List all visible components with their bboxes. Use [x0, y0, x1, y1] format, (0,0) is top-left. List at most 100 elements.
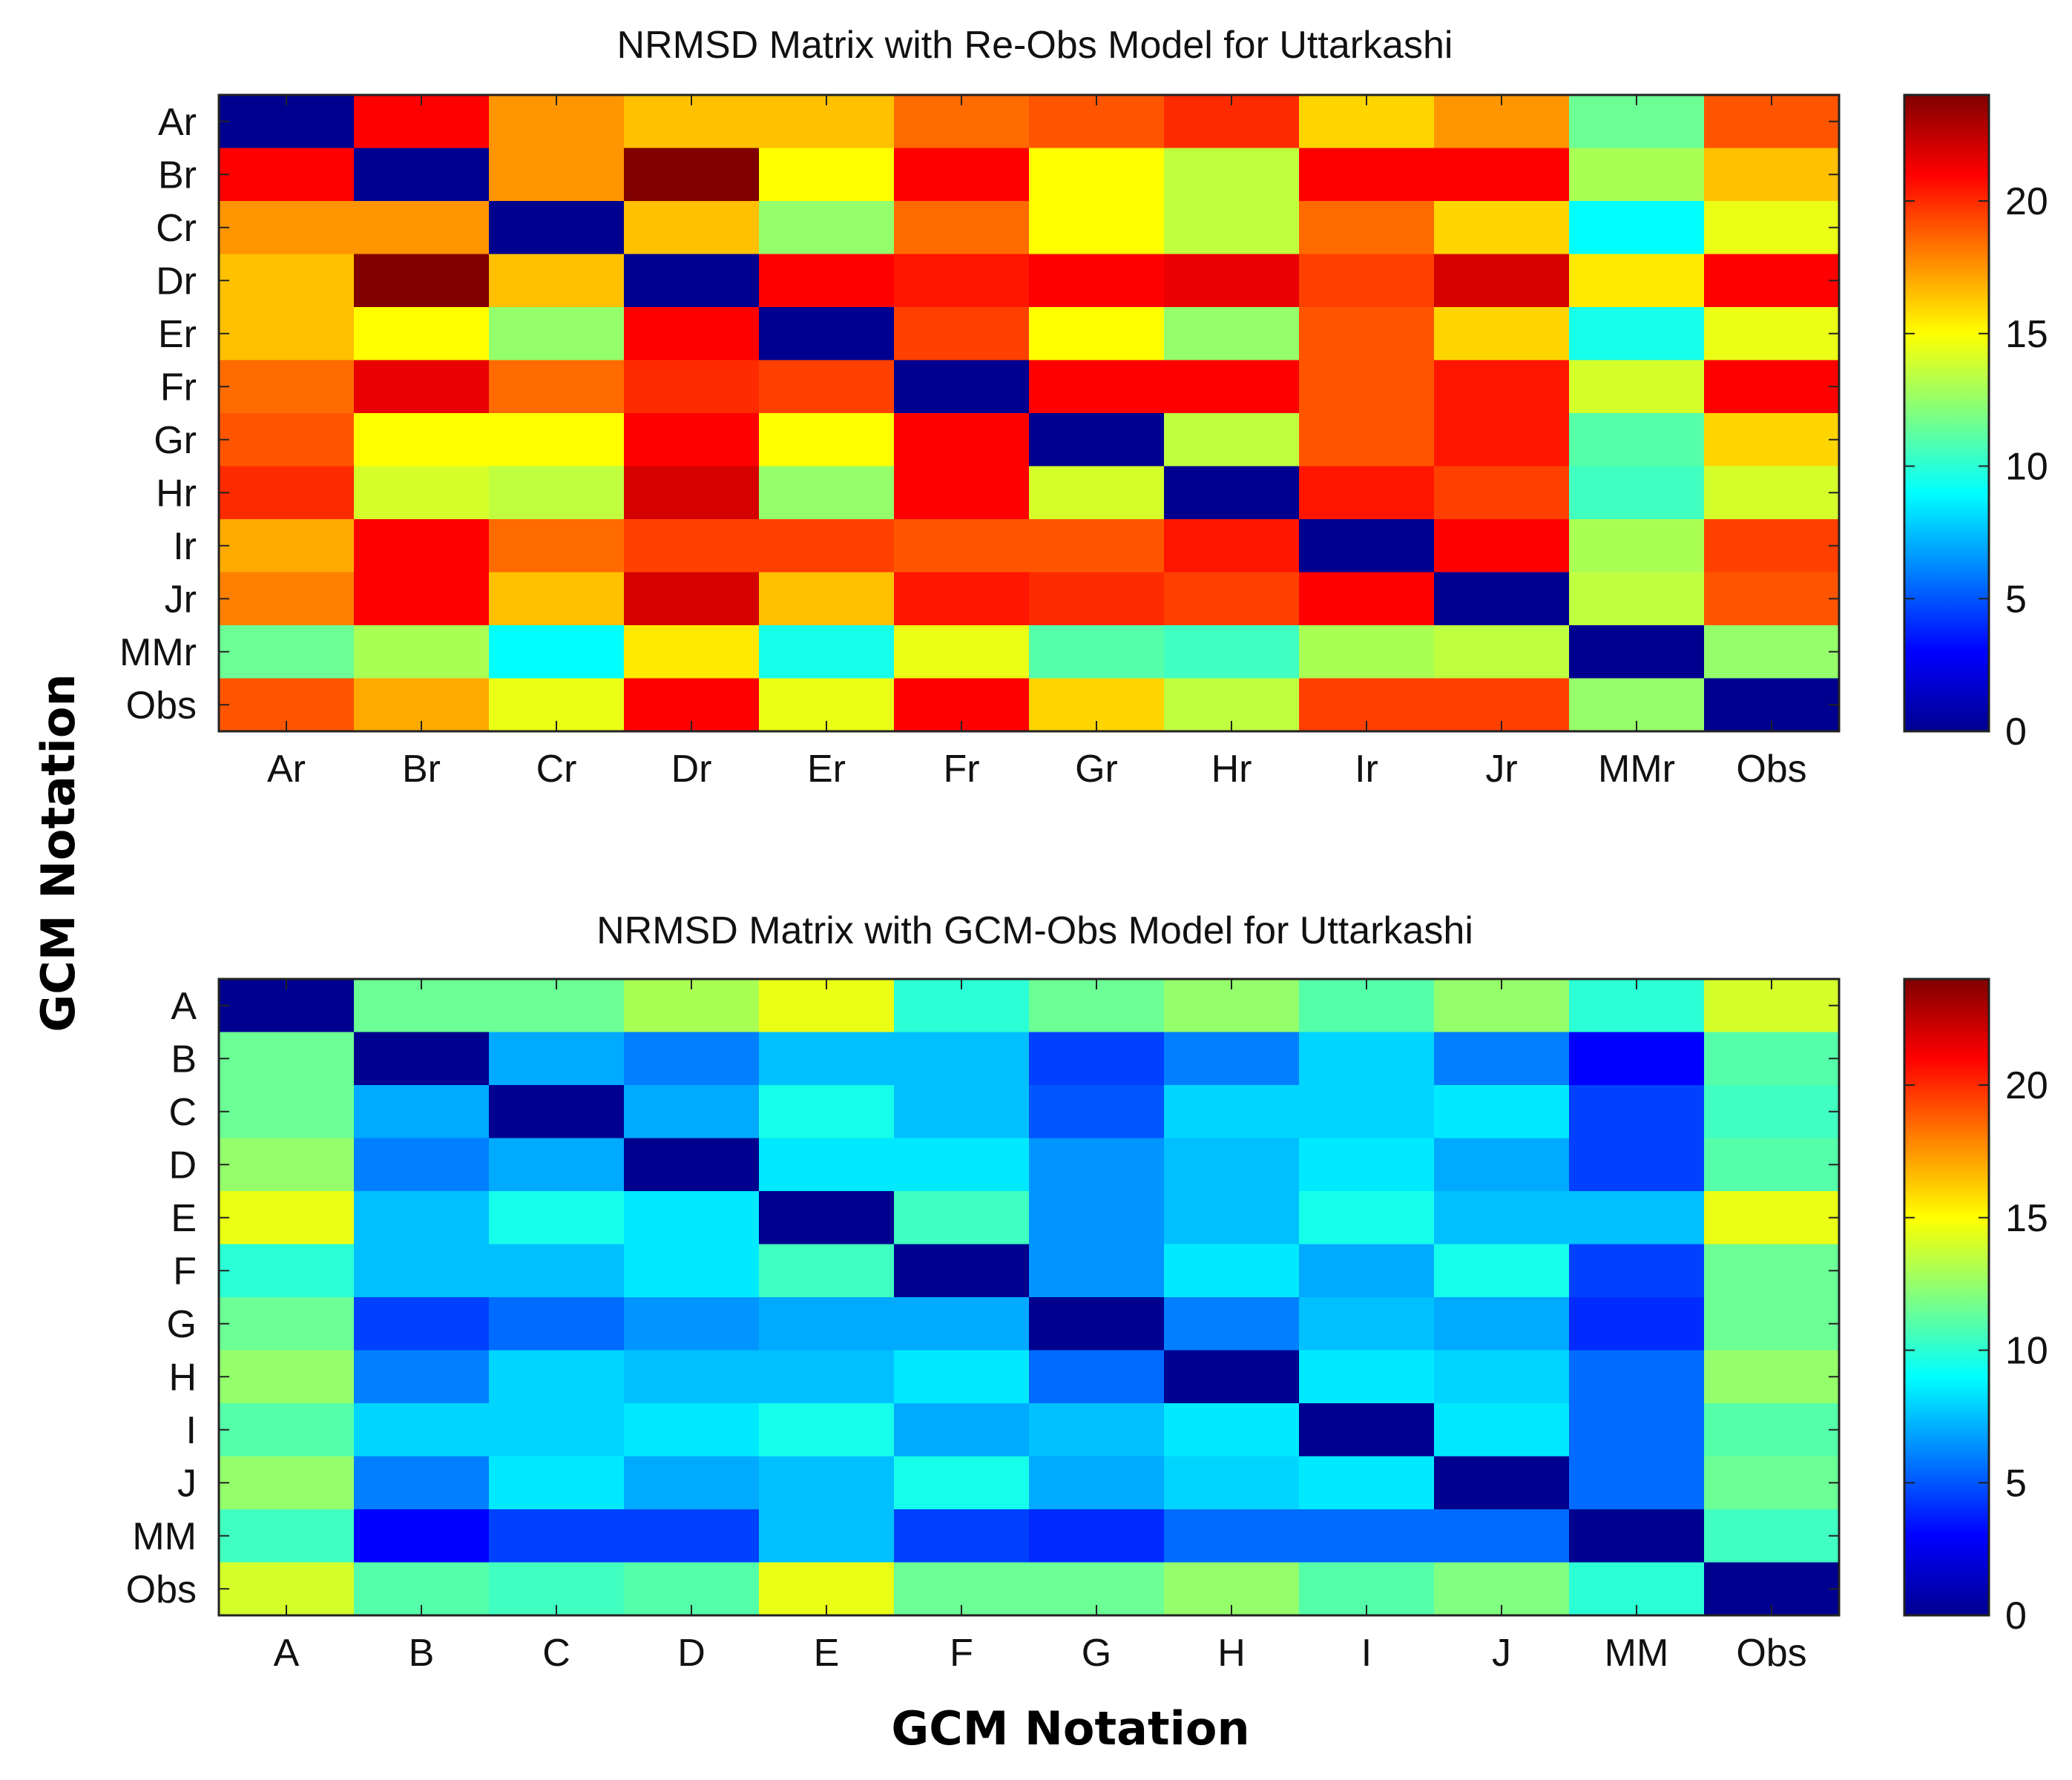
- heatmap-cell: [354, 466, 490, 520]
- heatmap-cell: [1569, 466, 1705, 520]
- heatmap-cell: [219, 1456, 355, 1510]
- x-tick-label: Dr: [671, 748, 712, 791]
- heatmap-cell: [1434, 1191, 1570, 1245]
- heatmap-cell: [1434, 360, 1570, 414]
- heatmap-cell: [1569, 254, 1705, 308]
- heatmap-cell: [1029, 360, 1165, 414]
- y-tick-label: J: [177, 1462, 197, 1505]
- heatmap-cell: [1704, 307, 1840, 361]
- heatmap-cell: [219, 148, 355, 202]
- heatmap-cell: [1299, 519, 1435, 573]
- heatmap-cell: [1029, 1138, 1165, 1192]
- heatmap-cell: [1299, 1456, 1435, 1510]
- heatmap-cell: [759, 1456, 895, 1510]
- x-tick-label: C: [542, 1632, 570, 1675]
- heatmap-cell: [219, 1350, 355, 1404]
- heatmap-cell: [219, 1085, 355, 1139]
- heatmap-cell: [894, 1191, 1030, 1245]
- heatmap-gcm-obs: NRMSD Matrix with GCM-Obs Model for Utta…: [126, 909, 2048, 1675]
- heatmap-cell: [1164, 201, 1300, 255]
- heatmap-cell: [1299, 1191, 1435, 1245]
- heatmap-cell: [489, 1456, 625, 1510]
- heatmap-cell: [219, 1297, 355, 1351]
- heatmap-cell: [624, 360, 760, 414]
- heatmap-cell: [354, 1244, 490, 1298]
- heatmap-cell: [1164, 254, 1300, 308]
- heatmap-cell: [1299, 1138, 1435, 1192]
- heatmap-cell: [1299, 1350, 1435, 1404]
- heatmap-cell: [219, 625, 355, 679]
- heatmap-cell: [894, 307, 1030, 361]
- heatmap-cell: [1029, 1085, 1165, 1139]
- heatmap-cell: [1164, 307, 1300, 361]
- heatmap-cell: [1704, 1509, 1840, 1563]
- heatmap-cell: [489, 1350, 625, 1404]
- heatmap-cell: [624, 148, 760, 202]
- heatmap-cell: [759, 254, 895, 308]
- heatmap-cell: [894, 1403, 1030, 1457]
- heatmap-cell: [1569, 1297, 1705, 1351]
- heatmap-cell: [894, 1509, 1030, 1563]
- y-tick-label: D: [168, 1144, 197, 1187]
- heatmap-cell: [1299, 254, 1435, 308]
- x-tick-label: Br: [402, 748, 441, 791]
- heatmap-cell: [894, 466, 1030, 520]
- heatmap-cell: [624, 625, 760, 679]
- heatmap-cell: [759, 1244, 895, 1298]
- y-tick-label: Obs: [126, 684, 197, 727]
- heatmap-cell: [894, 360, 1030, 414]
- colorbar-ticks: 0 5 10 15 20: [1904, 180, 2048, 754]
- heatmap-cell: [1299, 307, 1435, 361]
- colorbar-gradient: [1903, 978, 1990, 1617]
- heatmap-cell: [1704, 1032, 1840, 1086]
- heatmap-cell: [759, 148, 895, 202]
- heatmap-cell: [219, 1191, 355, 1245]
- heatmap-cell: [219, 1403, 355, 1457]
- heatmap-cell: [1569, 1350, 1705, 1404]
- y-axis-title: GCM Notation: [31, 673, 85, 1032]
- heatmap-cell: [759, 360, 895, 414]
- heatmap-cell: [1434, 572, 1570, 626]
- x-tick-label: D: [677, 1632, 706, 1675]
- x-tick-label: A: [274, 1632, 300, 1675]
- y-tick-label: Er: [158, 313, 197, 356]
- heatmap-cell: [1569, 201, 1705, 255]
- y-tick-label: A: [171, 985, 197, 1028]
- heatmap-cell: [489, 201, 625, 255]
- heatmap-cell: [1299, 466, 1435, 520]
- x-tick-labels: A B C D E F G H I J MM Obs: [274, 979, 1807, 1675]
- colorbar-tick-label: 20: [2005, 1064, 2048, 1107]
- heatmap-cell: [354, 254, 490, 308]
- x-tick-label: I: [1361, 1632, 1372, 1675]
- heatmap-cell: [1569, 519, 1705, 573]
- heatmap-cell: [219, 1509, 355, 1563]
- heatmap-cell: [1299, 413, 1435, 467]
- heatmap-cell: [354, 1138, 490, 1192]
- heatmap-cell: [489, 413, 625, 467]
- y-tick-label: C: [168, 1091, 197, 1134]
- heatmap-cell: [1434, 413, 1570, 467]
- heatmap-cell: [1164, 1509, 1300, 1563]
- colorbar-gradient: [1903, 93, 1990, 733]
- heatmap-cell: [354, 1297, 490, 1351]
- heatmap-cell: [1569, 625, 1705, 679]
- colorbar-tick-label: 20: [2005, 180, 2048, 223]
- heatmap-cell: [624, 1032, 760, 1086]
- heatmap-cell: [1704, 1138, 1840, 1192]
- heatmap-cell: [624, 466, 760, 520]
- heatmap-cell: [1299, 572, 1435, 626]
- heatmap-cell: [1704, 1297, 1840, 1351]
- heatmap-cell: [1569, 1509, 1705, 1563]
- heatmap-cell: [1434, 1456, 1570, 1510]
- x-tick-label: Obs: [1736, 748, 1806, 791]
- x-tick-label: Obs: [1736, 1632, 1806, 1675]
- heatmap-cell: [219, 519, 355, 573]
- heatmap-cell: [1434, 466, 1570, 520]
- colorbar-tick-label: 10: [2005, 1330, 2048, 1373]
- heatmap-cell: [1704, 1350, 1840, 1404]
- colorbar-tick-label: 5: [2005, 578, 2027, 621]
- heatmap-cell: [894, 254, 1030, 308]
- heatmap-cell: [1299, 201, 1435, 255]
- heatmap-cell: [894, 1085, 1030, 1139]
